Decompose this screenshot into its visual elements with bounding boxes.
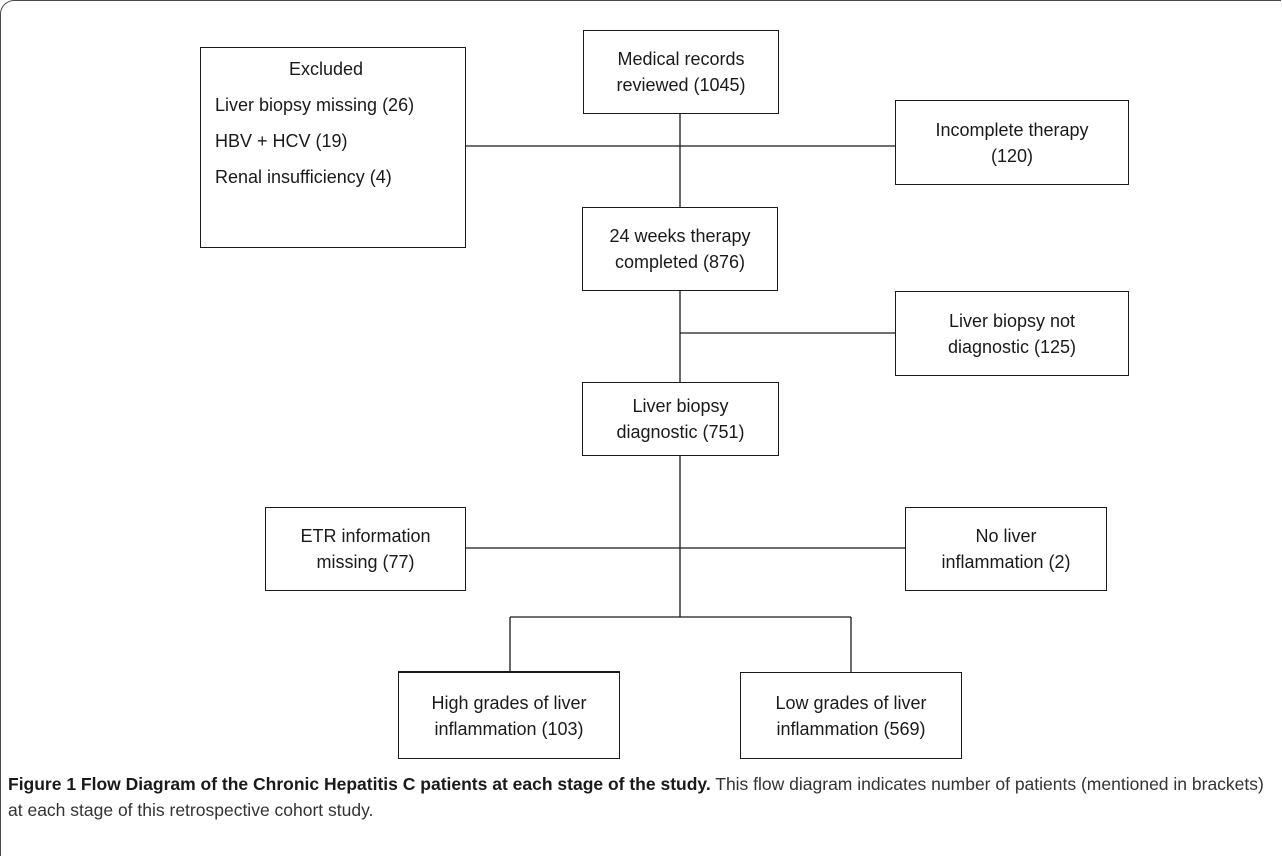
biopsy-diagnostic-box: Liver biopsy diagnostic (751) [582, 382, 779, 456]
biopsy-not-diagnostic-line-1: Liver biopsy not [948, 310, 1076, 331]
low-grades-line-2: inflammation (569) [776, 718, 926, 739]
low-grades-line-1: Low grades of liver [775, 692, 927, 713]
medical-records-line-1: Medical records [617, 49, 745, 69]
no-inflammation-box: No liver inflammation (2) [905, 507, 1107, 591]
etr-missing-line-2: missing (77) [316, 552, 415, 572]
no-inflammation-line-1: No liver [975, 526, 1037, 546]
medical-records-line-2: reviewed (1045) [616, 75, 746, 95]
biopsy-diagnostic-line-2: diagnostic (751) [616, 422, 745, 442]
therapy-completed-line-1: 24 weeks therapy [609, 226, 751, 246]
biopsy-diagnostic-line-1: Liver biopsy [632, 396, 729, 416]
etr-missing-line-1: ETR information [300, 526, 431, 546]
figure-caption: Figure 1 Flow Diagram of the Chronic Hep… [8, 771, 1270, 823]
caption-text: This flow diagram indicates number of pa… [8, 774, 1264, 820]
high-grades-node: High grades of liver inflammation (103) [398, 672, 620, 759]
excluded-heading: Excluded [288, 59, 364, 79]
incomplete-therapy-box: Incomplete therapy (120) [895, 100, 1129, 185]
excluded-item: Liver biopsy missing (26) [215, 95, 415, 115]
incomplete-therapy-line-1: Incomplete therapy [935, 119, 1089, 140]
medical-records-box: Medical records reviewed (1045) [583, 30, 779, 114]
high-grades-line-2: inflammation (103) [434, 718, 584, 739]
biopsy-not-diagnostic-box: Liver biopsy not diagnostic (125) [895, 291, 1129, 376]
excluded-item: Renal insufficiency (4) [215, 167, 392, 187]
high-grades-line-1: High grades of liver [431, 692, 587, 713]
incomplete-therapy-line-2: (120) [990, 145, 1034, 166]
etr-missing-box: ETR information missing (77) [265, 507, 466, 591]
no-inflammation-line-2: inflammation (2) [941, 552, 1071, 572]
excluded-box: Excluded Liver biopsy missing (26) HBV +… [200, 47, 466, 248]
low-grades-node: Low grades of liver inflammation (569) [740, 672, 962, 759]
therapy-completed-box: 24 weeks therapy completed (876) [582, 207, 778, 291]
caption-title: Figure 1 Flow Diagram of the Chronic Hep… [8, 774, 711, 794]
biopsy-not-diagnostic-line-2: diagnostic (125) [947, 336, 1077, 357]
excluded-item: HBV + HCV (19) [215, 131, 348, 151]
therapy-completed-line-2: completed (876) [614, 252, 746, 272]
